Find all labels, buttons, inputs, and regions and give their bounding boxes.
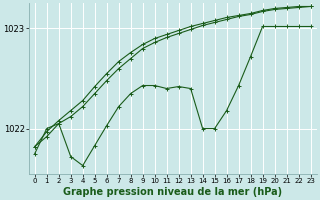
X-axis label: Graphe pression niveau de la mer (hPa): Graphe pression niveau de la mer (hPa) [63,187,282,197]
